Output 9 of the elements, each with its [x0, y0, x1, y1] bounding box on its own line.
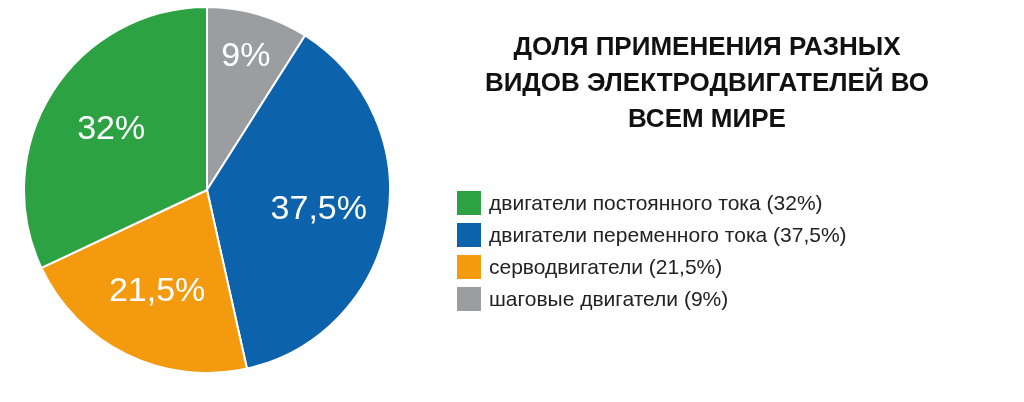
legend-label: серводвигатели (21,5%): [489, 255, 723, 279]
text: ДОЛЯ ПРИМЕНЕНИЯ РАЗНЫХ ВИДОВ ЭЛЕКТРОДВИГАТЕЛЕЙ ВО ВСЕМ МИРЕ: [483, 30, 931, 135]
data-label: 21,5%: [108, 270, 206, 309]
legend-label: двигатели постоянного тока (32%): [489, 191, 823, 215]
data-label: 9%: [221, 34, 271, 73]
data-label: 32%: [77, 107, 146, 146]
data-label: 37,5%: [270, 187, 367, 226]
legend-label: шаговые двигатели (9%): [489, 287, 729, 311]
legend-label: двигатели переменного тока (37,5%): [489, 223, 847, 247]
